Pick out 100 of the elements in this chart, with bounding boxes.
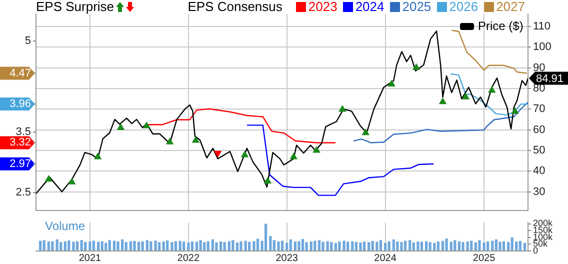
y-tick-label: 4.47	[10, 67, 31, 80]
legend-label: 2026	[449, 0, 478, 14]
bar	[244, 240, 247, 250]
bar	[326, 241, 329, 250]
bar	[458, 241, 461, 250]
point	[240, 150, 249, 158]
y2-tick-label: 40	[533, 165, 546, 178]
bar	[518, 240, 522, 250]
point	[166, 138, 174, 144]
bar	[166, 240, 169, 250]
bar	[206, 241, 210, 250]
bar	[76, 241, 79, 250]
bar	[199, 240, 202, 250]
bar	[310, 241, 312, 250]
bar	[334, 242, 337, 250]
bar	[294, 241, 297, 250]
bar	[162, 241, 165, 250]
y2-tick-label: 90	[533, 62, 546, 74]
bar	[388, 241, 390, 250]
bar	[424, 241, 428, 250]
bar	[454, 240, 456, 250]
bar	[202, 242, 206, 250]
bar	[515, 241, 518, 250]
bar	[182, 241, 186, 250]
bar	[38, 240, 42, 250]
bar	[400, 242, 403, 250]
bar	[474, 242, 477, 250]
bar	[420, 242, 424, 250]
bar	[305, 242, 308, 250]
x-tick-label: 2022	[177, 252, 200, 264]
bar	[80, 240, 83, 250]
point	[362, 128, 370, 136]
x-tick-label: 2024	[374, 252, 397, 264]
point	[142, 122, 150, 128]
bar	[486, 241, 490, 250]
bar	[379, 240, 382, 250]
bar	[252, 241, 256, 250]
point	[338, 105, 346, 112]
bar	[314, 240, 316, 250]
bar	[104, 242, 108, 250]
bar	[129, 241, 132, 250]
bar	[491, 240, 494, 250]
bar	[445, 238, 448, 250]
bar	[133, 240, 136, 250]
y2-tick-label: 100	[533, 41, 552, 54]
annotation: EPS Surprise	[36, 0, 114, 14]
bar	[269, 236, 272, 250]
point	[290, 152, 298, 160]
bar	[64, 241, 66, 250]
x-tick-label: 2025	[472, 252, 496, 264]
bar	[248, 242, 251, 250]
bar	[362, 241, 366, 250]
bar	[84, 242, 87, 250]
point	[44, 174, 53, 182]
legend-label: 2025	[402, 0, 432, 14]
bar	[124, 242, 128, 250]
bar	[72, 242, 75, 250]
bar	[88, 241, 92, 250]
y-tick-label: 5	[24, 35, 31, 48]
bar	[219, 241, 222, 250]
bar	[240, 241, 242, 250]
y-tick-label: 3.32	[10, 136, 31, 149]
bar	[502, 241, 506, 250]
bar	[154, 240, 157, 250]
point	[488, 86, 496, 93]
bar	[120, 239, 124, 250]
legend-label: 2023	[308, 0, 338, 14]
bar	[404, 240, 407, 250]
bar	[280, 240, 284, 250]
y2-tick-label: 70	[533, 103, 546, 116]
bar	[42, 240, 46, 250]
bar	[298, 241, 300, 250]
point	[438, 97, 447, 104]
bar	[190, 241, 194, 250]
bar	[277, 241, 280, 250]
bar	[116, 241, 120, 250]
bar	[322, 242, 324, 250]
bar	[289, 239, 292, 250]
y2-tick-label: 30	[533, 186, 546, 198]
bar	[441, 240, 444, 250]
legend-label: Price ($)	[478, 19, 524, 33]
bar	[108, 240, 111, 250]
bar	[466, 241, 469, 250]
bar	[178, 240, 182, 250]
bar	[96, 242, 100, 250]
bar	[59, 242, 62, 250]
bar	[112, 240, 116, 250]
bar	[92, 240, 96, 250]
chart-title: Volume	[45, 219, 86, 233]
bar	[211, 239, 214, 250]
point	[116, 123, 125, 130]
bar	[384, 242, 387, 250]
bar	[100, 241, 104, 250]
bar	[286, 242, 288, 250]
y-tick-label: 0	[533, 245, 538, 256]
bar	[318, 240, 321, 250]
bar	[416, 241, 420, 250]
bar	[256, 238, 260, 250]
bar	[523, 242, 526, 250]
bar	[376, 242, 378, 250]
